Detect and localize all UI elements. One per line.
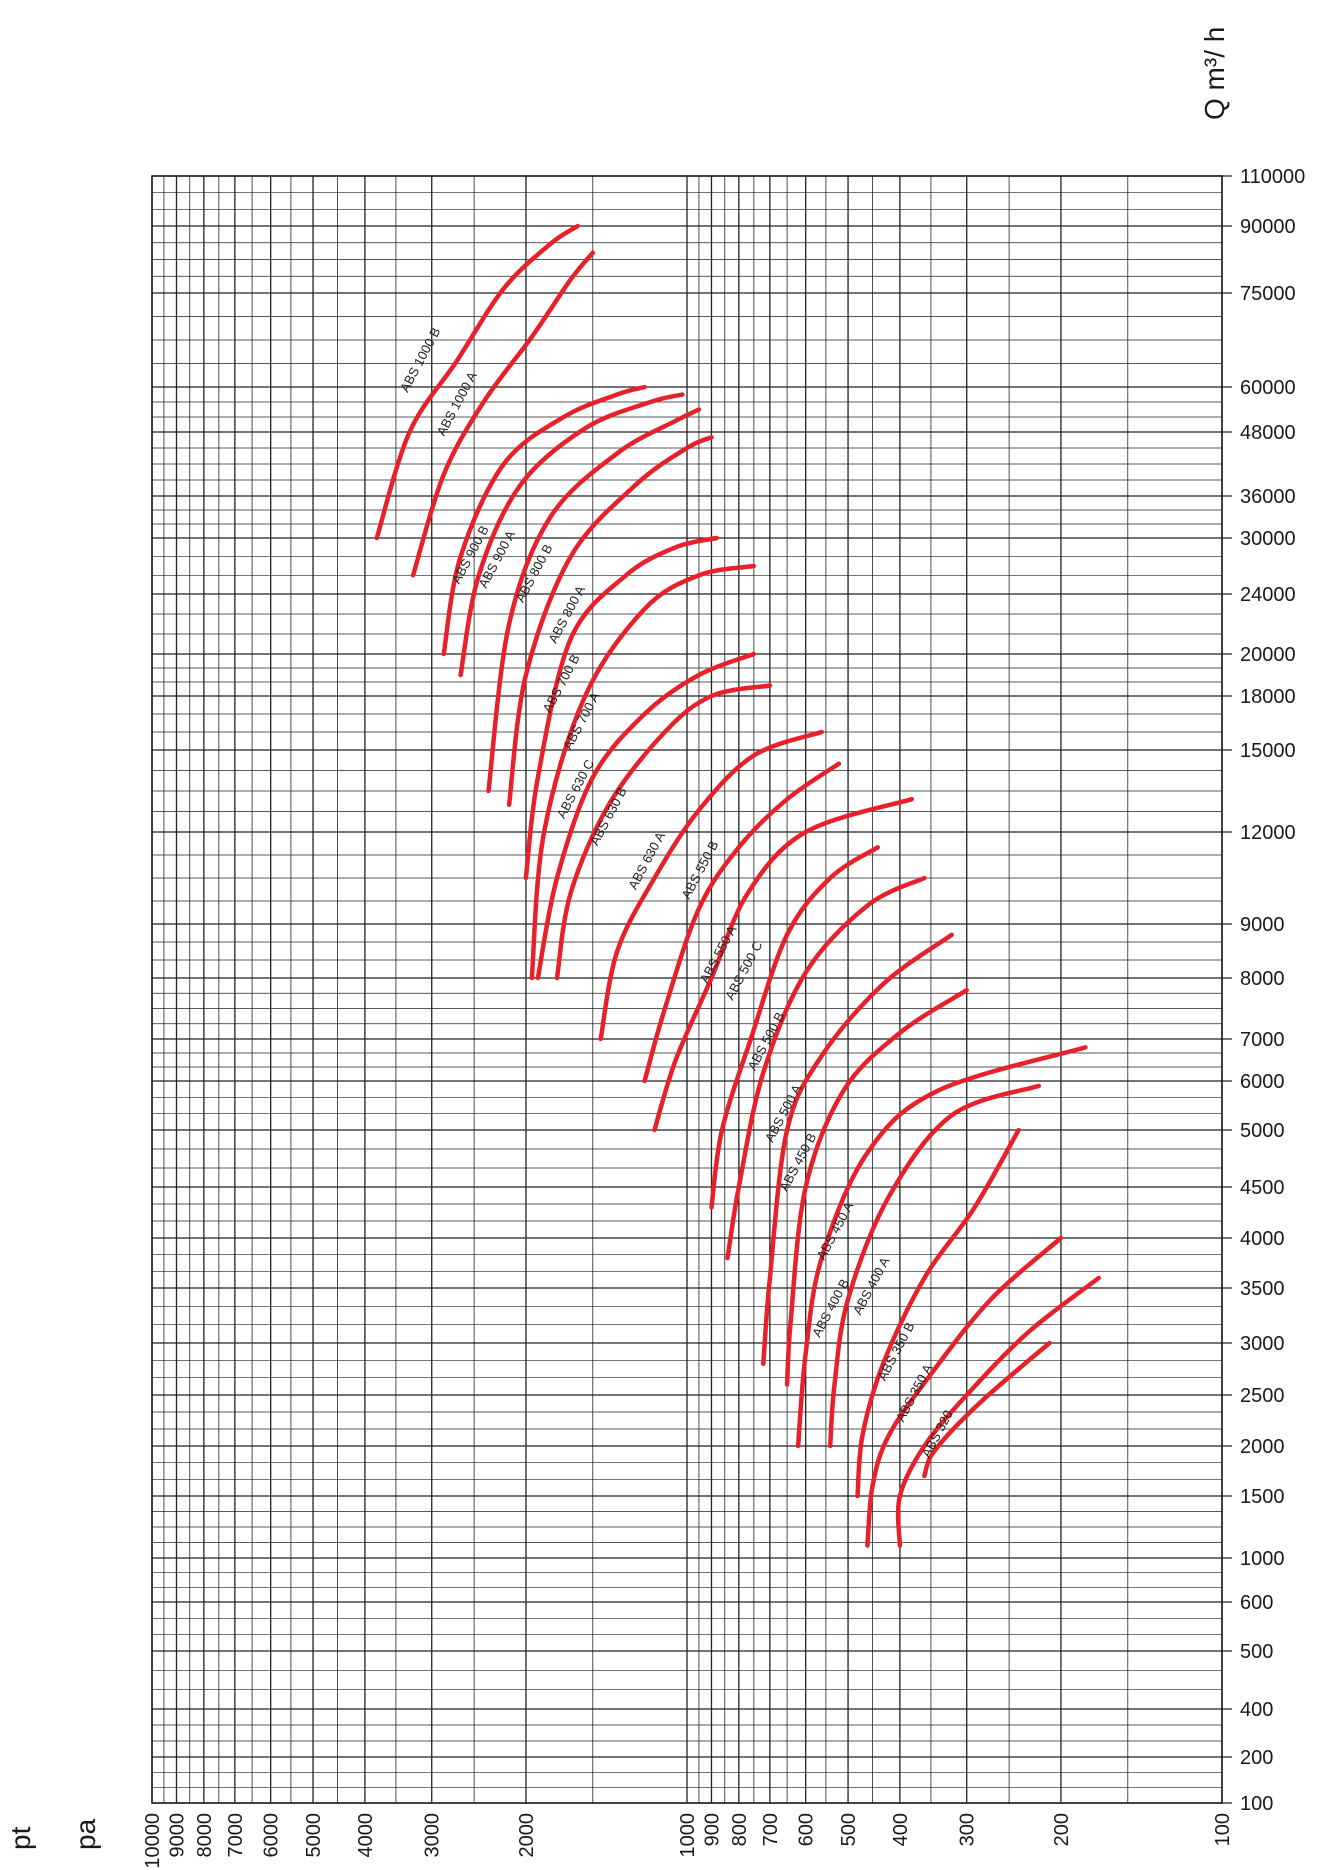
curve-abs-630-c xyxy=(535,651,757,981)
x-tick-label: 200 xyxy=(1051,1813,1073,1846)
curve-abs-400-b xyxy=(827,1083,1042,1449)
y-tick-label: 1500 xyxy=(1240,1486,1285,1508)
y-tick-label: 1000 xyxy=(1240,1548,1285,1570)
curve-label: ABS 350 A xyxy=(893,1361,936,1424)
y-tick-labels: 110000 90000 75000 60000 48000 36000 30000 2400… xyxy=(1240,166,1305,1815)
y-axis-title: Q m³/ h xyxy=(1199,27,1230,120)
x-tick-label: 400 xyxy=(890,1813,912,1846)
y-tick-label: 90000 xyxy=(1240,216,1296,238)
curve-label: ABS 630 A xyxy=(625,829,668,892)
y-tick-label: 5000 xyxy=(1240,1120,1285,1142)
x-tick-label: 5000 xyxy=(303,1813,325,1858)
x-tick-label: 800 xyxy=(729,1813,751,1846)
curve-abs-320 xyxy=(922,1340,1052,1479)
curve-abs-450-a xyxy=(795,1045,1088,1449)
curve-abs-500-b xyxy=(725,875,927,1261)
curve-label: ABS 700 A xyxy=(560,689,603,752)
y-tick-label: 2500 xyxy=(1240,1385,1285,1407)
x-tick-labels: 10000 9000 8000 7000 6000 5000 4000 3000 2000 100… xyxy=(142,1813,1234,1869)
curve-abs-1000-a xyxy=(410,250,596,578)
y-tick-label: 75000 xyxy=(1240,283,1296,305)
x-tick-label: 3000 xyxy=(422,1813,444,1858)
curve-abs-900-a xyxy=(458,392,685,678)
y-tick-label: 4500 xyxy=(1240,1177,1285,1199)
x-tick-label: 300 xyxy=(957,1813,979,1846)
curve-label: ABS 400 A xyxy=(850,1254,893,1317)
x-tick-label: 900 xyxy=(701,1813,723,1846)
x-tick-label: 9000 xyxy=(166,1813,188,1858)
y-tick-label: 4000 xyxy=(1240,1228,1285,1250)
curve-label: ABS 1000 B xyxy=(397,325,443,395)
x-tick-label: 4000 xyxy=(355,1813,377,1858)
y-tick-label: 110000 xyxy=(1240,166,1305,188)
x-axis-title-bottom: pa xyxy=(70,1818,101,1850)
curve-abs-500-c xyxy=(709,845,881,1210)
curve-label: ABS 500 A xyxy=(762,1082,805,1145)
y-tick-label: 2000 xyxy=(1240,1436,1285,1458)
curve-label: ABS 450 A xyxy=(814,1199,857,1262)
y-tick-label: 24000 xyxy=(1240,584,1296,606)
curve-abs-800-a xyxy=(506,435,714,807)
curve-abs-550-b xyxy=(642,761,842,1084)
x-tick-label: 100 xyxy=(1212,1813,1234,1846)
x-tick-label: 10000 xyxy=(142,1813,164,1869)
x-tick-label: 8000 xyxy=(194,1813,216,1858)
curve-abs-630-b xyxy=(554,683,773,981)
curve-abs-700-a xyxy=(529,563,757,981)
y-tick-label: 48000 xyxy=(1240,422,1296,444)
x-tick-label: 1000 xyxy=(677,1813,699,1858)
curve-abs-900-b xyxy=(441,384,647,657)
y-tick-label: 600 xyxy=(1240,1592,1273,1614)
y-tick-label: 9000 xyxy=(1240,914,1285,936)
y-tick-label: 60000 xyxy=(1240,377,1296,399)
curve-abs-350-a xyxy=(895,1275,1101,1548)
curve-abs-1000-b xyxy=(374,223,581,541)
y-tick-label: 3500 xyxy=(1240,1278,1285,1300)
curve-label: ABS 550 B xyxy=(678,838,721,901)
y-tick-label: 6000 xyxy=(1240,1071,1285,1093)
x-tick-label: 500 xyxy=(838,1813,860,1846)
grid xyxy=(151,175,1232,1804)
curve-abs-400-a xyxy=(855,1127,1021,1499)
y-tick-label: 7000 xyxy=(1240,1029,1285,1051)
y-tick-label: 8000 xyxy=(1240,968,1285,990)
curve-abs-550-a xyxy=(652,796,915,1133)
curve-abs-800-b xyxy=(486,407,702,794)
x-axis-title-top: pt xyxy=(5,1826,36,1850)
x-tick-label: 600 xyxy=(796,1813,818,1846)
x-tick-label: 700 xyxy=(760,1813,782,1846)
x-tick-label: 6000 xyxy=(261,1813,283,1858)
curve-abs-450-b xyxy=(784,987,969,1387)
y-tick-label: 36000 xyxy=(1240,486,1296,508)
y-tick-label: 100 xyxy=(1240,1793,1273,1815)
curve-label: ABS 1000 A xyxy=(434,369,480,438)
y-tick-label: 12000 xyxy=(1240,822,1296,844)
y-tick-label: 500 xyxy=(1240,1641,1273,1663)
x-tick-label: 7000 xyxy=(225,1813,247,1858)
y-tick-label: 3000 xyxy=(1240,1333,1285,1355)
curve-abs-630-a xyxy=(598,729,824,1042)
x-tick-label: 2000 xyxy=(516,1813,538,1858)
y-tick-label: 18000 xyxy=(1240,686,1296,708)
y-tick-label: 400 xyxy=(1240,1699,1273,1721)
y-tick-label: 30000 xyxy=(1240,528,1296,550)
curve-abs-500-a xyxy=(761,932,954,1367)
y-tick-label: 20000 xyxy=(1240,644,1296,666)
y-tick-label: 200 xyxy=(1240,1747,1273,1769)
curve-abs-700-b xyxy=(523,535,719,881)
curve-abs-350-b xyxy=(865,1235,1064,1548)
y-tick-label: 15000 xyxy=(1240,740,1296,762)
